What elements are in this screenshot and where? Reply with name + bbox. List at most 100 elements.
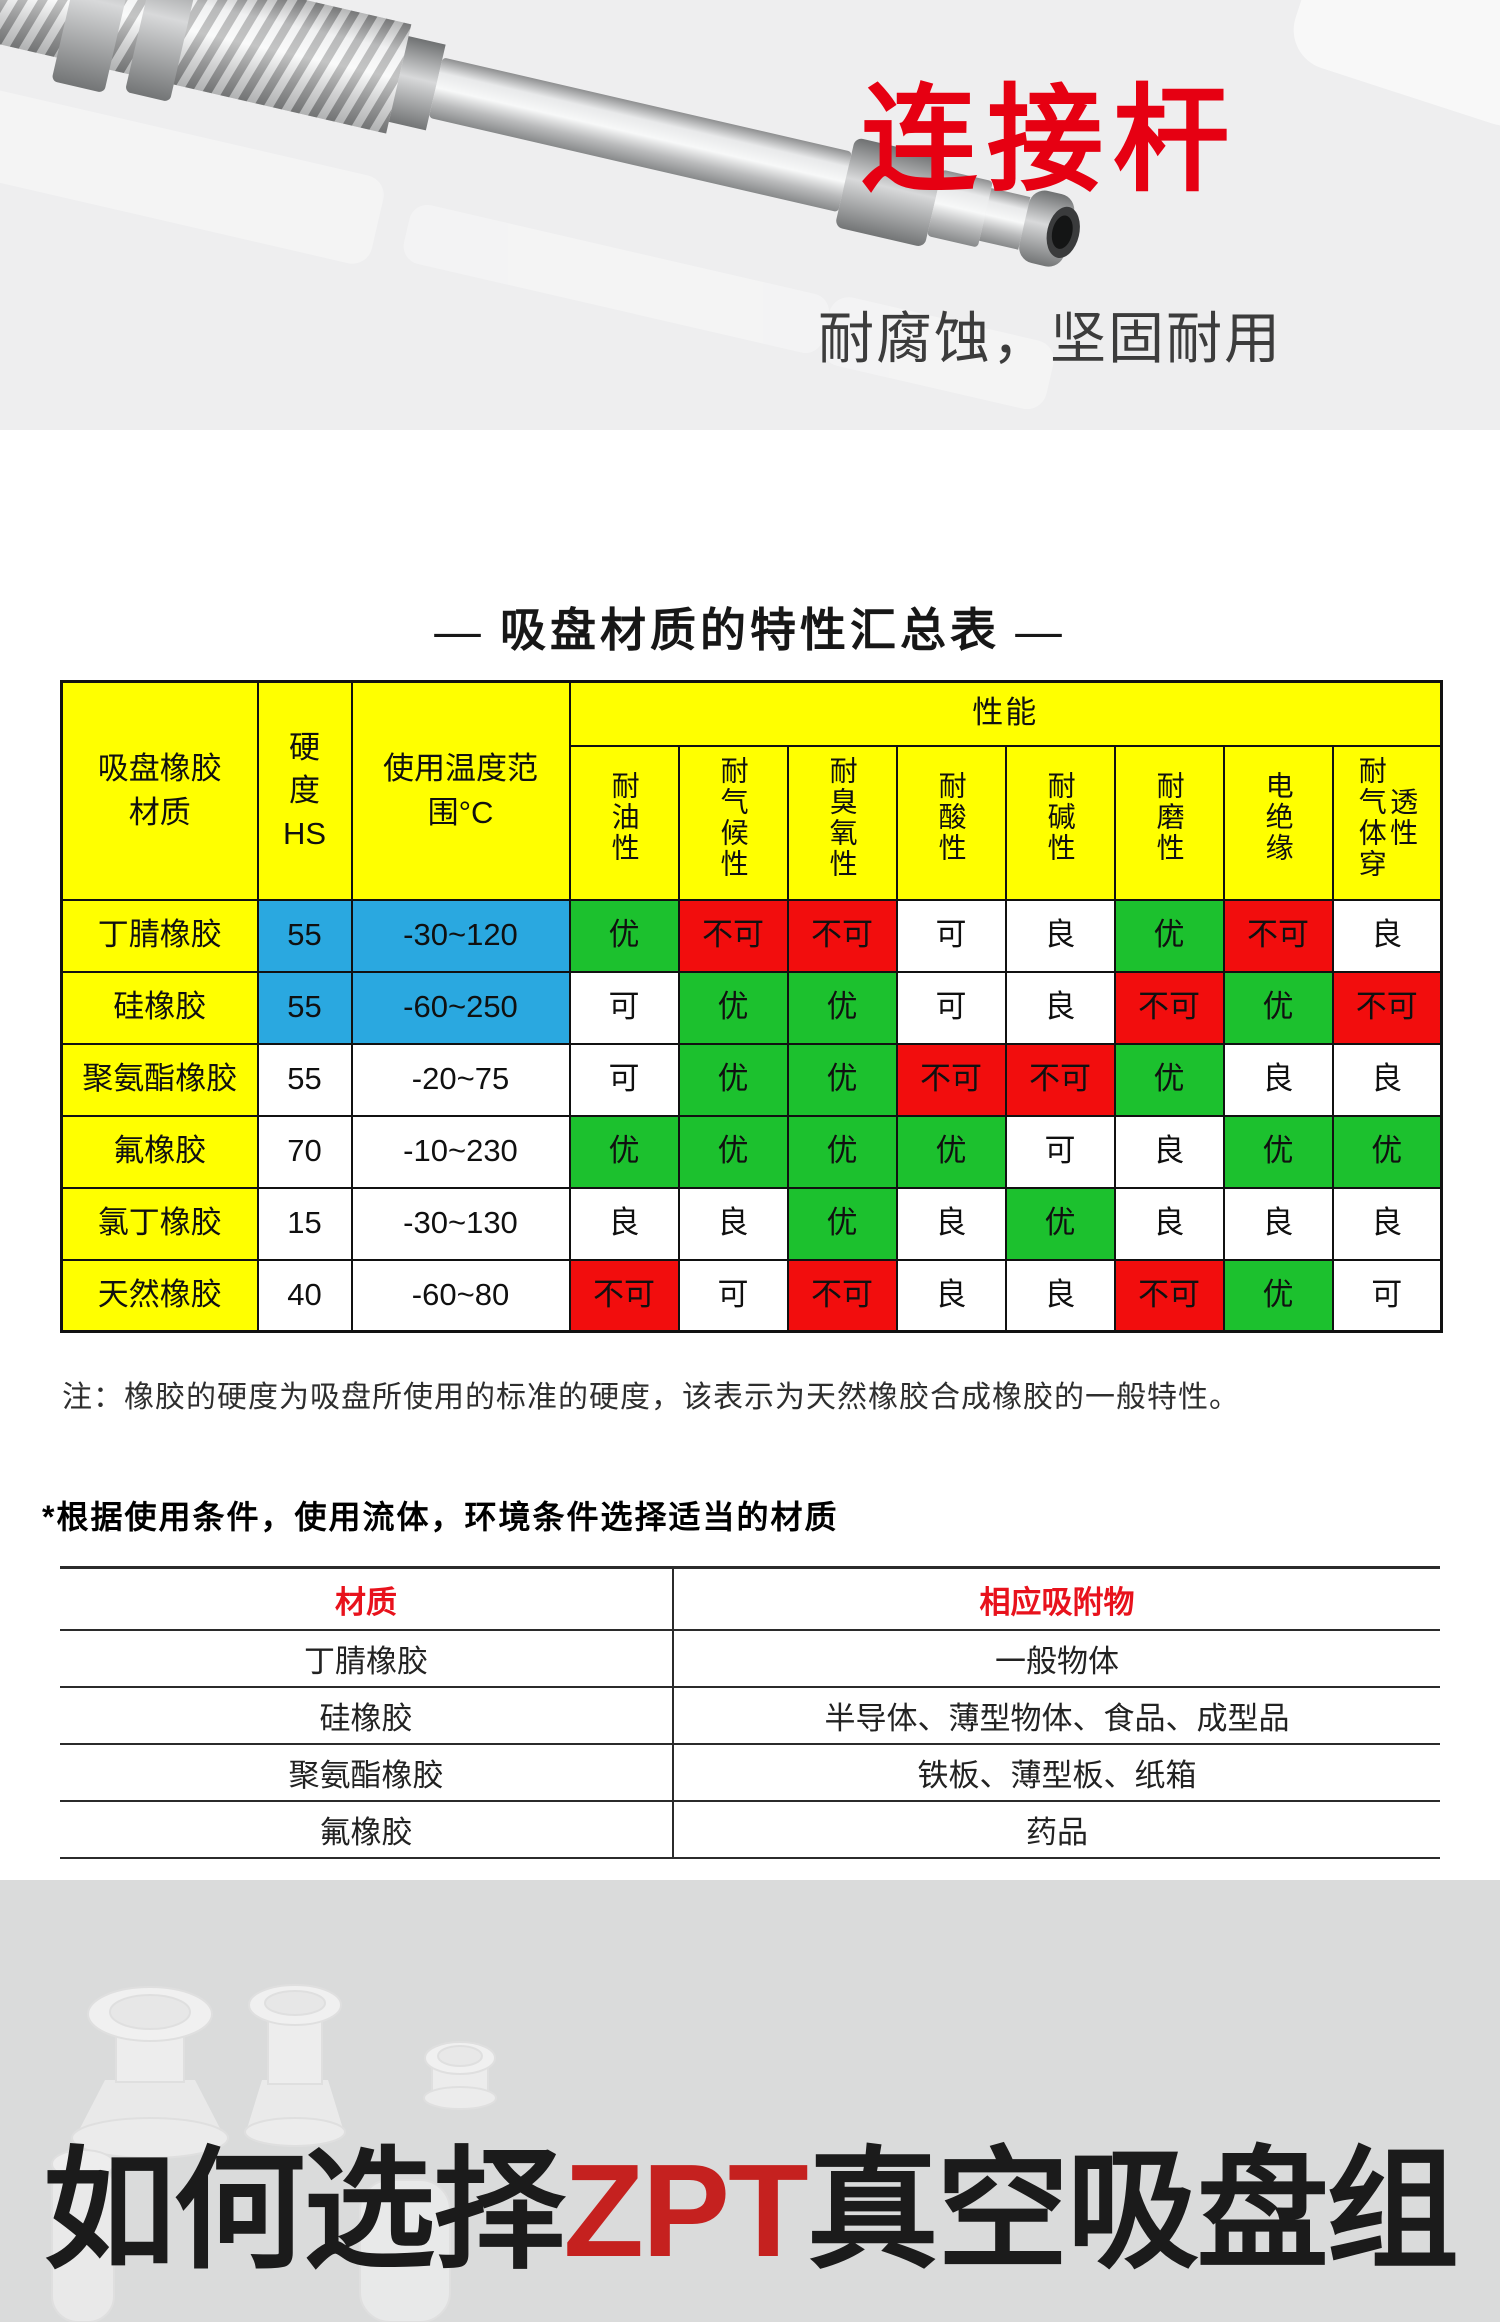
perf-subheader-ozone: 耐臭氧性 xyxy=(786,744,898,901)
temp-cell: -60~80 xyxy=(350,1258,571,1333)
rating-cell: 优 xyxy=(786,1186,898,1261)
spec-row-fluoro: 氟橡胶 70 -10~230 优 优 优 优 可 良 优 优 xyxy=(60,1114,1443,1189)
temp-cell: -30~120 xyxy=(350,898,571,973)
rating-cell: 良 xyxy=(1222,1186,1334,1261)
material-col-header: 材质 xyxy=(60,1567,674,1631)
rating-cell: 良 xyxy=(677,1186,789,1261)
temp-cell: -30~130 xyxy=(350,1186,571,1261)
selection-heading: *根据使用条件，使用流体，环境条件选择适当的材质 xyxy=(42,1499,839,1535)
material-name-cell: 丁腈橡胶 xyxy=(60,1630,674,1688)
rating-cell: 优 xyxy=(1222,970,1334,1045)
material-table-row: 丁腈橡胶 一般物体 xyxy=(60,1630,1440,1688)
perf-subheader-alkali-label: 耐碱性 xyxy=(1044,771,1076,865)
rating-cell: 可 xyxy=(895,898,1007,973)
temp-cell: -60~250 xyxy=(350,970,571,1045)
hero-section: 连接杆 耐腐蚀，坚固耐用 xyxy=(0,0,1500,430)
perf-subheader-ozone-label: 耐臭氧性 xyxy=(826,755,858,880)
col-header-performance: 性能 xyxy=(568,680,1443,747)
rating-cell: 不可 xyxy=(895,1042,1007,1117)
rating-cell: 可 xyxy=(1004,1114,1116,1189)
col-header-material: 吸盘橡胶材质 xyxy=(60,680,259,901)
spec-header-row-top: 吸盘橡胶材质 硬度HS 使用温度范围°C 性能 xyxy=(60,680,1443,901)
col-header-temperature-label: 使用温度范围°C xyxy=(383,751,538,830)
material-table-row: 硅橡胶 半导体、薄型物体、食品、成型品 xyxy=(60,1687,1440,1745)
hardness-cell: 55 xyxy=(256,898,353,973)
rating-cell: 优 xyxy=(677,1114,789,1189)
footer-title-part-1: 如何选择 xyxy=(43,2137,565,2284)
rating-cell: 不可 xyxy=(568,1258,680,1333)
hero-subtitle: 耐腐蚀，坚固耐用 xyxy=(818,307,1282,370)
rating-cell: 优 xyxy=(1331,1114,1443,1189)
rating-cell: 可 xyxy=(677,1258,789,1333)
col-header-hardness-label: 硬度HS xyxy=(282,729,327,852)
footer-title-brand: ZPT xyxy=(563,2137,808,2284)
adsorbate-cell: 铁板、薄型板、纸箱 xyxy=(673,1744,1440,1802)
rating-cell: 优 xyxy=(786,1114,898,1189)
rating-cell: 良 xyxy=(1113,1114,1225,1189)
rating-cell: 不可 xyxy=(1113,1258,1225,1333)
col-header-temperature: 使用温度范围°C xyxy=(350,680,571,901)
rating-cell: 优 xyxy=(1222,1114,1334,1189)
material-name-cell: 硅橡胶 xyxy=(60,1687,674,1745)
hero-title: 连接杆 xyxy=(861,75,1239,205)
adsorbate-col-header: 相应吸附物 xyxy=(673,1567,1440,1631)
spec-row-silicone: 硅橡胶 55 -60~250 可 优 优 可 良 不可 优 不可 xyxy=(60,970,1443,1045)
rating-cell: 不可 xyxy=(786,898,898,973)
perf-subheader-oil: 耐油性 xyxy=(568,744,680,901)
rating-cell: 优 xyxy=(568,1114,680,1189)
temp-cell: -20~75 xyxy=(350,1042,571,1117)
rating-cell: 不可 xyxy=(1004,1042,1116,1117)
hardness-cell: 55 xyxy=(256,970,353,1045)
material-cell: 聚氨酯橡胶 xyxy=(60,1042,259,1117)
adsorbate-cell: 半导体、薄型物体、食品、成型品 xyxy=(673,1687,1440,1745)
rating-cell: 优 xyxy=(677,1042,789,1117)
rating-cell: 可 xyxy=(568,970,680,1045)
rating-cell: 良 xyxy=(1113,1186,1225,1261)
rating-cell: 不可 xyxy=(1222,898,1334,973)
rating-cell: 良 xyxy=(1331,1186,1443,1261)
hardness-cell: 40 xyxy=(256,1258,353,1333)
rating-cell: 良 xyxy=(1331,898,1443,973)
perf-subheader-weather: 耐气候性 xyxy=(677,744,789,901)
material-name-cell: 氟橡胶 xyxy=(60,1801,674,1859)
rating-cell: 优 xyxy=(1113,898,1225,973)
spec-row-polyurethane: 聚氨酯橡胶 55 -20~75 可 优 优 不可 不可 优 良 良 xyxy=(60,1042,1443,1117)
footer-title: 如何选择ZPT真空吸盘组 xyxy=(0,2138,1500,2283)
perf-subheader-alkali: 耐碱性 xyxy=(1004,744,1116,901)
rating-cell: 优 xyxy=(1004,1186,1116,1261)
material-table-container: 材质 相应吸附物 丁腈橡胶 一般物体 硅橡胶 半导体、薄型物体、食品、成型品 聚… xyxy=(60,1566,1440,1859)
footer-section: 如何选择ZPT真空吸盘组 xyxy=(0,1880,1500,2322)
col-header-hardness: 硬度HS xyxy=(256,680,353,901)
rating-cell: 良 xyxy=(1004,1258,1116,1333)
rating-cell: 优 xyxy=(677,970,789,1045)
perf-subheader-weather-label: 耐气候性 xyxy=(717,755,749,880)
material-name-cell: 聚氨酯橡胶 xyxy=(60,1744,674,1802)
rating-cell: 良 xyxy=(568,1186,680,1261)
rating-cell: 优 xyxy=(568,898,680,973)
rating-cell: 优 xyxy=(786,970,898,1045)
content-section: — 吸盘材质的特性汇总表 — 吸盘橡胶材质 硬度HS 使用温度范围°C 性能 耐… xyxy=(0,430,1500,1880)
rating-cell: 不可 xyxy=(677,898,789,973)
material-table-header-row: 材质 相应吸附物 xyxy=(60,1567,1440,1631)
rating-cell: 可 xyxy=(568,1042,680,1117)
perf-subheader-insulation: 电绝缘 xyxy=(1222,744,1334,901)
rating-cell: 不可 xyxy=(786,1258,898,1333)
spec-table-container: 吸盘橡胶材质 硬度HS 使用温度范围°C 性能 耐油性 耐气候性 耐臭氧性 耐酸… xyxy=(60,680,1443,1333)
material-cell: 丁腈橡胶 xyxy=(60,898,259,973)
spec-table-title: — 吸盘材质的特性汇总表 — xyxy=(434,605,1066,657)
rating-cell: 良 xyxy=(1331,1042,1443,1117)
material-cell: 氯丁橡胶 xyxy=(60,1186,259,1261)
material-cell: 硅橡胶 xyxy=(60,970,259,1045)
spec-table-note: 注：橡胶的硬度为吸盘所使用的标准的硬度，该表示为天然橡胶合成橡胶的一般特性。 xyxy=(62,1381,1240,1414)
spec-row-chloroprene: 氯丁橡胶 15 -30~130 良 良 优 良 优 良 良 良 xyxy=(60,1186,1443,1261)
material-table-row: 聚氨酯橡胶 铁板、薄型板、纸箱 xyxy=(60,1744,1440,1802)
perf-subheader-oil-label: 耐油性 xyxy=(608,771,640,865)
perf-subheader-acid: 耐酸性 xyxy=(895,744,1007,901)
rating-cell: 良 xyxy=(1004,970,1116,1045)
rating-cell: 优 xyxy=(1222,1258,1334,1333)
perf-subheader-acid-label: 耐酸性 xyxy=(935,771,967,865)
material-table-row: 氟橡胶 药品 xyxy=(60,1801,1440,1859)
material-table: 材质 相应吸附物 丁腈橡胶 一般物体 硅橡胶 半导体、薄型物体、食品、成型品 聚… xyxy=(60,1566,1440,1859)
spec-table: 吸盘橡胶材质 硬度HS 使用温度范围°C 性能 耐油性 耐气候性 耐臭氧性 耐酸… xyxy=(60,680,1443,1333)
spec-header-row-sub: 耐油性 耐气候性 耐臭氧性 耐酸性 耐碱性 耐磨性 电绝缘 耐气体穿透性 xyxy=(62,744,1443,901)
